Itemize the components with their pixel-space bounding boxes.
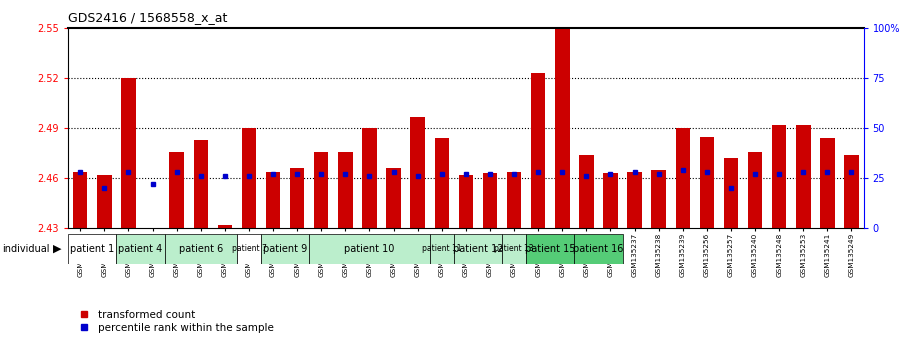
Bar [116, 234, 165, 264]
Text: patient 15: patient 15 [525, 244, 575, 254]
Bar [526, 234, 574, 264]
Bar [748, 152, 763, 228]
Bar [68, 234, 116, 264]
Bar [652, 170, 666, 228]
Bar [555, 28, 570, 228]
Bar [820, 138, 834, 228]
Bar [237, 234, 261, 264]
Bar [290, 169, 305, 228]
Text: patient 7: patient 7 [232, 244, 266, 253]
Text: patient 9: patient 9 [263, 244, 307, 254]
Bar [242, 129, 256, 228]
Bar [483, 173, 497, 228]
Bar [411, 117, 425, 228]
Bar [261, 234, 309, 264]
Text: patient 16: patient 16 [574, 244, 624, 254]
Bar [459, 175, 473, 228]
Bar [627, 172, 642, 228]
Bar [73, 172, 87, 228]
Bar [194, 140, 208, 228]
Bar [217, 225, 232, 228]
Text: individual: individual [2, 244, 49, 254]
Legend: transformed count, percentile rank within the sample: transformed count, percentile rank withi… [74, 310, 275, 333]
Bar [97, 175, 112, 228]
Bar [844, 155, 859, 228]
Bar [362, 129, 376, 228]
Bar [265, 172, 280, 228]
Bar [454, 234, 502, 264]
Bar [435, 138, 449, 228]
Bar [772, 125, 786, 228]
Bar [121, 78, 135, 228]
Text: patient 13: patient 13 [494, 244, 534, 253]
Text: patient 6: patient 6 [178, 244, 223, 254]
Bar [579, 155, 594, 228]
Bar [507, 172, 521, 228]
Bar [338, 152, 353, 228]
Text: ▶: ▶ [53, 244, 61, 254]
Bar [165, 234, 237, 264]
Bar [796, 125, 811, 228]
Bar [309, 234, 430, 264]
Text: patient 4: patient 4 [118, 244, 163, 254]
Bar [724, 158, 738, 228]
Bar [604, 173, 618, 228]
Bar [574, 234, 623, 264]
Bar [430, 234, 454, 264]
Bar [314, 152, 328, 228]
Bar [531, 73, 545, 228]
Text: GDS2416 / 1568558_x_at: GDS2416 / 1568558_x_at [68, 11, 227, 24]
Bar [169, 152, 184, 228]
Text: patient 12: patient 12 [453, 244, 504, 254]
Bar [386, 169, 401, 228]
Bar [502, 234, 526, 264]
Text: patient 10: patient 10 [345, 244, 395, 254]
Text: patient 1: patient 1 [70, 244, 115, 254]
Bar [700, 137, 714, 228]
Bar [675, 129, 690, 228]
Text: patient 11: patient 11 [422, 244, 462, 253]
